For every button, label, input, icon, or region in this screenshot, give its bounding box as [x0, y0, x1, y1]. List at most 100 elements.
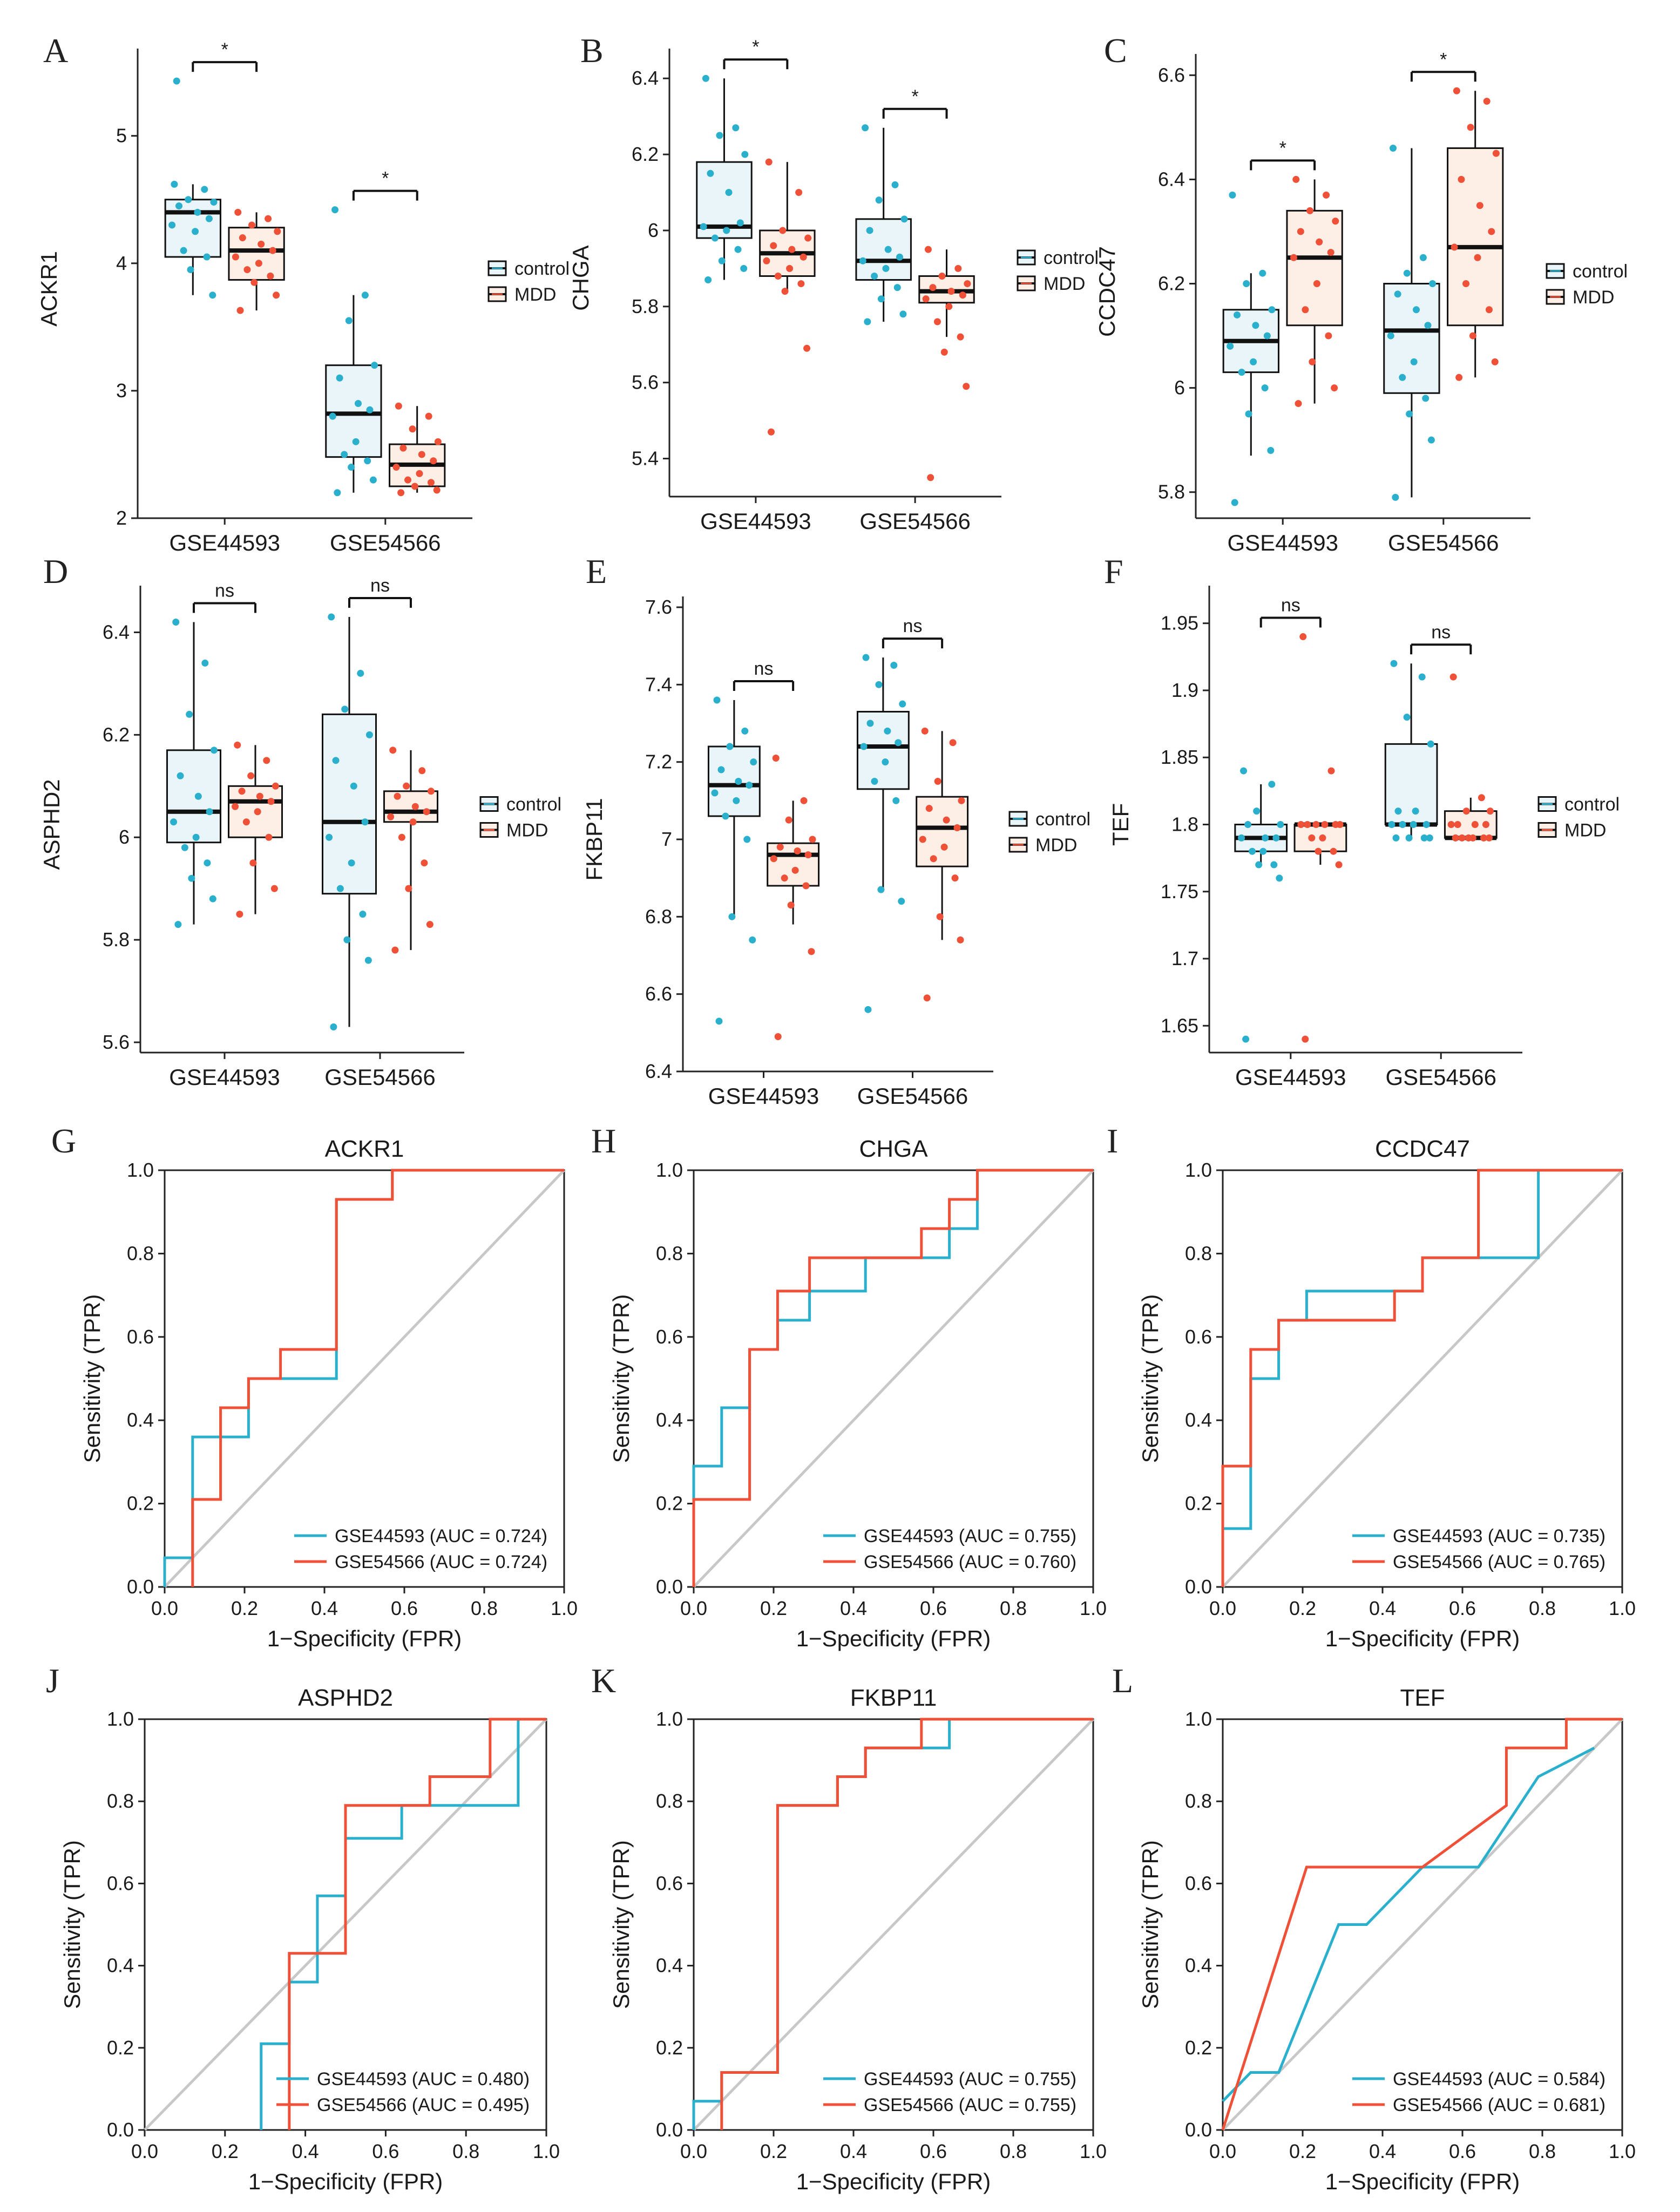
chart-title: CHGA — [859, 1136, 928, 1162]
legend-label-MDD: MDD — [1564, 820, 1606, 841]
x-tick-label: 0.2 — [231, 1597, 258, 1619]
panels: A 2 3 4 5 ACKR1 GSE44593 GSE54566 * * control MDD B 5… — [36, 31, 1636, 2194]
data-point-MDD — [405, 885, 412, 892]
panel-F: F 1.65 1.7 1.75 1.8 1.85 1.9 1.95 TEF GSE44593 GSE… — [1104, 552, 1620, 1090]
data-point-MDD — [392, 464, 400, 471]
x-tick-label: 0.8 — [1529, 2140, 1556, 2162]
data-point-control — [750, 758, 757, 766]
y-tick-label: 5.8 — [632, 295, 659, 317]
data-point-MDD — [930, 855, 937, 863]
data-point-MDD — [791, 866, 799, 874]
y-tick-label: 0.2 — [656, 1492, 683, 1515]
x-tick-label: 0.2 — [212, 2140, 239, 2162]
y-axis-title: ACKR1 — [36, 251, 62, 327]
data-point-MDD — [779, 227, 787, 234]
legend-label-MDD: MDD — [1044, 274, 1085, 294]
y-tick-label: 1.7 — [1171, 947, 1198, 969]
x-tick-label: 1.0 — [1080, 2140, 1107, 2162]
legend-label-GSE44593: GSE44593 (AUC = 0.480) — [317, 2069, 530, 2089]
x-tick-label: GSE54566 — [857, 1083, 968, 1109]
roc-line-GSE54566 — [288, 1718, 546, 2130]
chart-title: CCDC47 — [1375, 1136, 1470, 1162]
x-tick-label: 0.2 — [760, 2140, 787, 2162]
x-tick-label: 1.0 — [1080, 1597, 1107, 1619]
data-point-control — [877, 886, 885, 893]
data-point-control — [170, 818, 178, 826]
data-point-control — [352, 438, 360, 445]
panel-letter: A — [43, 31, 68, 70]
data-point-MDD — [945, 303, 953, 310]
y-tick-label: 1.0 — [1185, 1159, 1212, 1181]
data-point-control — [203, 253, 211, 261]
x-tick-label: 0.8 — [1529, 1597, 1556, 1619]
y-tick-label: 0.0 — [656, 2119, 683, 2141]
data-point-control — [726, 743, 734, 750]
diagonal-reference-line — [164, 1169, 565, 1588]
data-point-MDD — [770, 242, 777, 249]
data-point-MDD — [248, 221, 256, 229]
data-point-control — [341, 705, 349, 713]
data-point-MDD — [940, 348, 948, 356]
data-point-MDD — [921, 727, 929, 735]
data-point-MDD — [943, 816, 950, 824]
data-point-control — [1427, 740, 1434, 748]
data-point-MDD — [1485, 306, 1493, 314]
data-point-control — [866, 227, 873, 234]
legend: GSE44593 (AUC = 0.480) GSE54566 (AUC = 0.… — [276, 2069, 530, 2115]
data-point-control — [1259, 269, 1266, 277]
data-point-MDD — [772, 755, 780, 762]
data-point-MDD — [269, 247, 276, 254]
data-point-MDD — [1302, 1035, 1309, 1043]
y-tick-label: 4 — [116, 252, 127, 274]
data-point-control — [369, 476, 377, 484]
data-point-control — [723, 227, 730, 234]
significance-bracket: ns — [1259, 595, 1322, 628]
data-point-control — [1405, 834, 1413, 842]
data-point-control — [732, 124, 740, 132]
data-point-control — [1406, 410, 1413, 418]
x-tick-label: 0.8 — [452, 2140, 479, 2162]
data-point-control — [891, 181, 899, 188]
data-point-control — [1243, 280, 1250, 288]
data-point-control — [1261, 384, 1269, 392]
y-tick-label: 0.0 — [656, 1576, 683, 1598]
data-point-MDD — [274, 228, 281, 235]
data-point-MDD — [427, 479, 435, 486]
panel-I: I CCDC47 0.00.0 0.2 0.2 0.4 0.4 0.6 0.6 0.8 0.8 1.0… — [1107, 1122, 1636, 1651]
data-point-control — [896, 253, 904, 261]
x-tick-label: 0.4 — [292, 2140, 319, 2162]
significance-label: * — [221, 39, 228, 60]
y-tick-label: 0.0 — [127, 1576, 154, 1598]
panel-D: D 5.6 5.8 6 6.2 6.4 ASPHD2 GSE44593 GSE54566 ns ns… — [39, 552, 561, 1090]
data-point-control — [1426, 834, 1433, 842]
y-tick-label: 3 — [116, 379, 127, 402]
data-point-MDD — [397, 489, 405, 497]
y-tick-label: 0.8 — [656, 1242, 683, 1264]
data-point-control — [862, 654, 870, 661]
box-MDD — [916, 796, 969, 867]
data-point-MDD — [263, 757, 270, 764]
x-tick-label: 0.6 — [1449, 2140, 1476, 2162]
y-axis-title: TEF — [1108, 803, 1133, 846]
data-point-control — [345, 317, 353, 324]
x-tick-label: 0.2 — [1289, 1597, 1316, 1619]
x-tick-label: 1.0 — [1609, 2140, 1636, 2162]
data-point-control — [728, 913, 736, 920]
x-tick-label: 0.0 — [1209, 2140, 1236, 2162]
data-point-control — [186, 710, 193, 718]
data-point-MDD — [1449, 673, 1457, 681]
data-point-control — [177, 772, 184, 779]
y-tick-label: 0.6 — [656, 1872, 683, 1894]
data-point-MDD — [273, 291, 280, 299]
y-tick-label: 0.8 — [127, 1242, 154, 1264]
legend: control MDD — [487, 259, 570, 305]
data-point-MDD — [803, 344, 811, 352]
legend: GSE44593 (AUC = 0.584) GSE54566 (AUC = 0.… — [1352, 2069, 1606, 2115]
data-point-control — [1238, 369, 1245, 376]
data-point-MDD — [1476, 202, 1483, 209]
data-point-MDD — [925, 805, 933, 812]
data-point-control — [205, 215, 213, 222]
y-tick-label: 0.0 — [1185, 2119, 1212, 2141]
x-tick-label: 0.8 — [471, 1597, 498, 1619]
data-point-control — [206, 808, 213, 816]
